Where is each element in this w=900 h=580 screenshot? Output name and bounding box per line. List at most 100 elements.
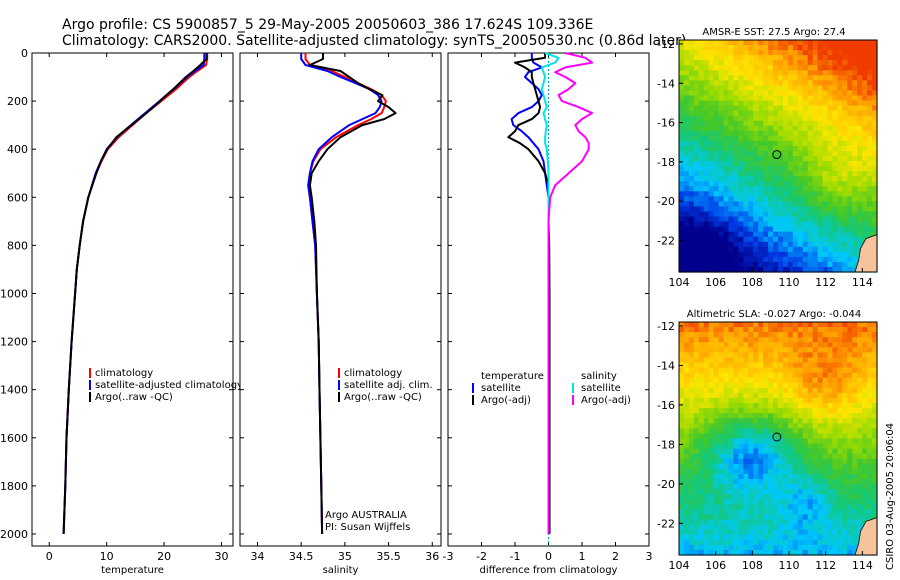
heatmap-cell xyxy=(778,453,784,460)
heatmap-cell xyxy=(797,40,804,46)
heatmap-cell xyxy=(832,524,838,531)
heatmap-cell xyxy=(723,130,730,137)
heatmap-cell xyxy=(778,95,784,102)
heatmap-cell xyxy=(679,372,685,379)
heatmap-cell xyxy=(787,171,794,177)
heatmap-cell xyxy=(817,473,824,480)
heatmap-cell xyxy=(743,413,749,419)
heatmap-cell xyxy=(728,428,735,435)
heatmap-cell xyxy=(693,357,700,364)
heatmap-cell xyxy=(748,387,754,394)
heatmap-cell xyxy=(679,55,685,61)
heatmap-cell xyxy=(703,367,710,374)
heatmap-cell xyxy=(852,433,858,440)
heatmap-cell xyxy=(683,352,690,359)
heatmap-cell xyxy=(797,549,804,556)
heatmap-cell xyxy=(713,539,720,546)
heatmap-cell xyxy=(773,145,779,152)
heatmap-cell xyxy=(723,509,730,516)
heatmap-cell xyxy=(708,191,715,197)
heatmap-cell xyxy=(822,392,829,399)
heatmap-cell xyxy=(708,418,715,424)
heatmap-cell xyxy=(713,458,720,465)
heatmap-cell xyxy=(852,241,858,248)
heatmap-cell xyxy=(867,80,873,86)
heatmap-cell xyxy=(792,463,799,470)
heatmap-cell xyxy=(688,479,695,485)
heatmap-cell xyxy=(847,241,853,248)
heatmap-cell xyxy=(827,120,834,127)
heatmap-cell xyxy=(753,377,759,384)
heatmap-cell xyxy=(768,397,774,404)
heatmap-cell xyxy=(693,332,700,338)
heatmap-cell xyxy=(827,322,834,328)
heatmap-cell xyxy=(862,186,868,192)
heatmap-cell xyxy=(837,418,843,424)
heatmap-cell xyxy=(708,428,715,435)
heatmap-cell xyxy=(837,236,843,243)
heatmap-cell xyxy=(763,216,769,223)
heatmap-cell xyxy=(723,413,730,419)
heatmap-cell xyxy=(698,266,705,273)
heatmap-cell xyxy=(852,347,858,353)
heatmap-cell xyxy=(748,342,754,348)
heatmap-cell xyxy=(679,509,685,516)
heatmap-cell xyxy=(708,65,715,71)
heatmap-cell xyxy=(807,80,814,86)
heatmap-cell xyxy=(693,140,700,147)
heatmap-cell xyxy=(817,423,824,429)
heatmap-cell xyxy=(683,509,690,516)
heatmap-cell xyxy=(688,65,695,71)
heatmap-cell xyxy=(679,484,685,490)
heatmap-cell xyxy=(822,377,829,384)
heatmap-cell xyxy=(837,549,843,556)
heatmap-cell xyxy=(807,489,814,495)
heatmap-cell xyxy=(713,130,720,137)
heatmap-cell xyxy=(758,387,764,394)
heatmap-cell xyxy=(753,463,759,470)
heatmap-cell xyxy=(787,221,794,228)
heatmap-cell xyxy=(842,201,848,208)
heatmap-cell xyxy=(748,352,754,359)
heatmap-cell xyxy=(792,458,799,465)
heatmap-cell xyxy=(827,463,834,470)
heatmap-cell xyxy=(802,55,809,61)
heatmap-cell xyxy=(847,387,853,394)
heatmap-cell xyxy=(723,342,730,348)
heatmap-cell xyxy=(753,216,759,223)
heatmap-cell xyxy=(827,85,834,92)
heatmap-cell xyxy=(807,539,814,546)
heatmap-cell xyxy=(693,251,700,258)
heatmap-cell xyxy=(679,156,685,162)
heatmap-cell xyxy=(698,377,705,384)
heatmap-cell xyxy=(768,110,774,117)
heatmap-cell xyxy=(743,171,749,177)
map-title: AMSR-E SST: 27.5 Argo: 27.4 xyxy=(702,27,845,38)
heatmap-cell xyxy=(758,494,764,500)
heatmap-cell xyxy=(817,322,824,328)
heatmap-cell xyxy=(723,266,730,273)
heatmap-cell xyxy=(832,135,838,142)
heatmap-cell xyxy=(802,418,809,424)
heatmap-cell xyxy=(782,80,789,86)
heatmap-cell xyxy=(852,473,858,480)
heatmap-cell xyxy=(698,423,705,429)
heatmap-cell xyxy=(802,171,809,177)
heatmap-cell xyxy=(867,120,873,127)
heatmap-cell xyxy=(807,201,814,208)
heatmap-cell xyxy=(733,529,739,536)
heatmap-cell xyxy=(708,433,715,440)
heatmap-cell xyxy=(787,226,794,233)
heatmap-cell xyxy=(872,362,878,369)
heatmap-cell xyxy=(837,387,843,394)
heatmap-cell xyxy=(679,120,685,127)
heatmap-cell xyxy=(847,45,853,51)
heatmap-cell xyxy=(802,332,809,338)
heatmap-cell xyxy=(778,135,784,142)
heatmap-cell xyxy=(703,90,710,97)
heatmap-cell xyxy=(693,372,700,379)
heatmap-cell xyxy=(733,135,739,142)
heatmap-cell xyxy=(867,105,873,112)
heatmap-cell xyxy=(797,534,804,541)
heatmap-cell xyxy=(768,75,774,81)
